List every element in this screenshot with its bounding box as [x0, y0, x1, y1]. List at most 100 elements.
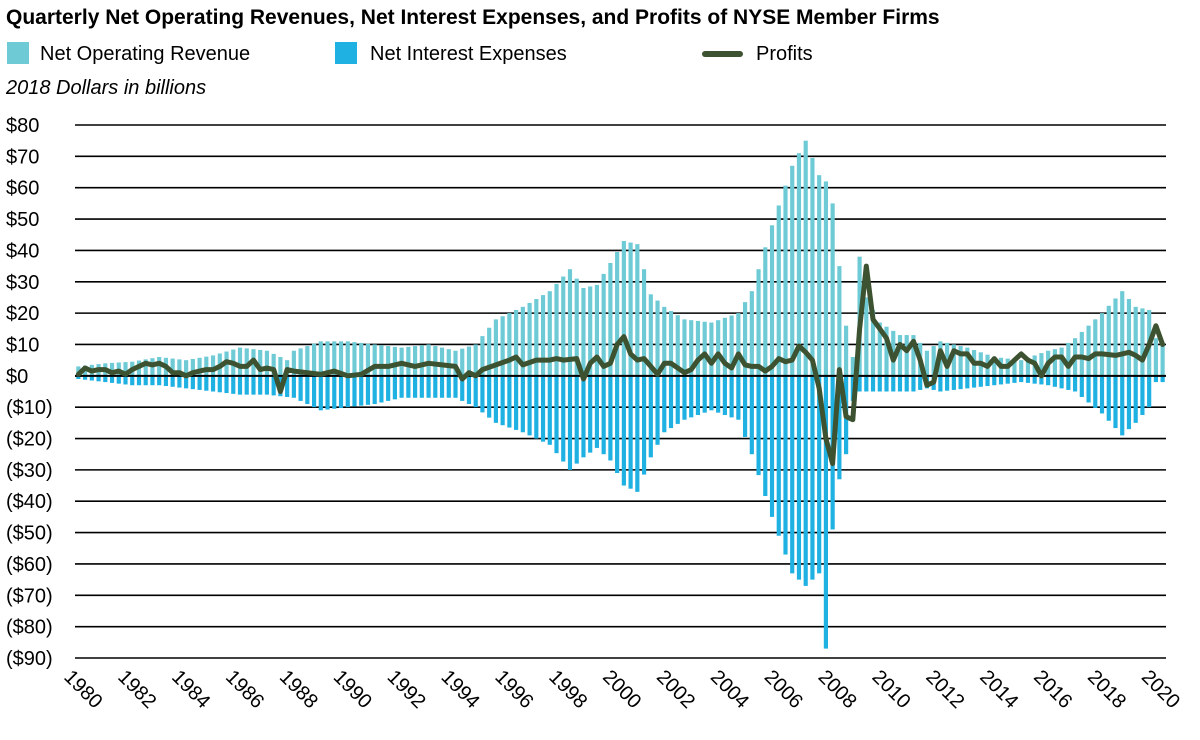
x-tick-label: 2016 [1029, 666, 1076, 713]
y-tick-label: ($80) [6, 617, 53, 639]
revenue-bar [480, 336, 485, 376]
interest-bar [130, 375, 135, 386]
x-tick-label: 2002 [652, 666, 699, 713]
interest-bar [487, 375, 492, 418]
profits-line [75, 263, 1166, 467]
revenue-bar [1052, 349, 1057, 376]
interest-bar [1059, 375, 1064, 389]
revenue-bar [1099, 313, 1105, 376]
revenue-bar [844, 325, 849, 376]
interest-bar [722, 375, 727, 416]
y-tick-label: ($10) [6, 397, 53, 419]
revenue-bar [668, 311, 674, 376]
interest-bar [547, 375, 552, 445]
interest-bar [338, 375, 344, 408]
interest-bar [978, 375, 983, 387]
revenue-bar [736, 313, 741, 376]
revenue-bar [473, 344, 478, 376]
revenue-bar [641, 269, 647, 376]
revenue-bar [837, 266, 842, 376]
interest-bar [783, 375, 788, 555]
x-tick-label: 1984 [167, 666, 214, 713]
interest-bar [271, 375, 276, 396]
x-tick-label: 1994 [437, 666, 484, 713]
interest-bar [305, 375, 310, 405]
interest-bar [891, 375, 896, 392]
interest-bar [581, 375, 586, 458]
revenue-bar [271, 353, 276, 376]
revenue-bar [210, 355, 216, 376]
interest-bar [689, 375, 694, 418]
interest-bar [527, 375, 532, 436]
interest-bar [1099, 375, 1105, 414]
y-tick-label: ($30) [6, 460, 53, 482]
revenue-bar [332, 341, 337, 376]
interest-bar [588, 375, 593, 453]
revenue-bar [372, 344, 377, 376]
legend: Net Operating Revenue Net Interest Expen… [7, 42, 813, 65]
revenue-bar [648, 294, 653, 376]
revenue-bar [682, 319, 687, 376]
interest-bar [143, 375, 148, 386]
interest-bar [608, 375, 613, 461]
revenue-bar [197, 357, 202, 376]
revenue-bar [237, 347, 243, 376]
y-tick-label: ($50) [6, 523, 53, 545]
interest-bar [1113, 375, 1118, 429]
interest-bar [392, 375, 397, 400]
interest-bar [453, 375, 458, 398]
revenue-bar [796, 153, 802, 376]
revenue-bar [1066, 342, 1071, 376]
x-tick-label: 1986 [221, 666, 268, 713]
revenue-bar [439, 347, 445, 376]
interest-bar [109, 375, 115, 383]
chart-title: Quarterly Net Operating Revenues, Net In… [6, 6, 940, 29]
revenue-bar [453, 350, 458, 376]
interest-bar [736, 375, 741, 420]
interest-bar [116, 375, 121, 384]
revenue-bar [1039, 353, 1044, 376]
x-tick-label: 2014 [975, 666, 1022, 713]
x-tick-label: 1996 [490, 666, 537, 713]
revenue-bar [157, 357, 162, 376]
revenue-bar [1153, 338, 1158, 376]
revenue-bar [305, 346, 310, 376]
interest-bar [1126, 375, 1132, 430]
revenue-bar [850, 357, 855, 376]
y-tick-label: $10 [6, 334, 39, 356]
revenue-bar [1113, 298, 1118, 376]
revenue-bar [413, 346, 418, 376]
interest-bar [729, 375, 734, 418]
interest-bar [514, 375, 519, 430]
interest-bar [386, 375, 391, 401]
revenue-bar [965, 347, 970, 376]
revenue-bar [386, 346, 391, 376]
revenue-bar [567, 269, 573, 376]
revenue-bar [716, 320, 721, 376]
revenue-bar [574, 278, 579, 376]
revenue-bar [487, 327, 492, 376]
x-axis-ticks: 1980 1982 1984 1986 1988 1990 1992 1994 1996 1998… [59, 666, 1184, 713]
revenue-bar [527, 302, 532, 376]
interest-bar [190, 375, 195, 390]
revenue-bar [554, 283, 559, 376]
y-tick-label: ($90) [6, 648, 53, 670]
revenue-bar [507, 313, 512, 376]
revenue-bar [514, 309, 519, 376]
interest-bar [817, 375, 822, 574]
interest-bar [1046, 375, 1051, 386]
interest-bar [96, 375, 101, 382]
interest-bar [641, 375, 647, 475]
revenue-bar [803, 140, 808, 376]
x-tick-label: 1988 [275, 666, 322, 713]
interest-bar [352, 375, 357, 407]
interest-bar [601, 375, 606, 455]
interest-bar [291, 375, 296, 398]
interest-bar [83, 375, 88, 380]
interest-bar [1019, 375, 1024, 383]
interest-bar [473, 375, 478, 408]
interest-bar [749, 375, 754, 455]
revenue-bar [729, 315, 734, 376]
revenue-bar [204, 356, 209, 376]
interest-bar [1120, 375, 1125, 436]
